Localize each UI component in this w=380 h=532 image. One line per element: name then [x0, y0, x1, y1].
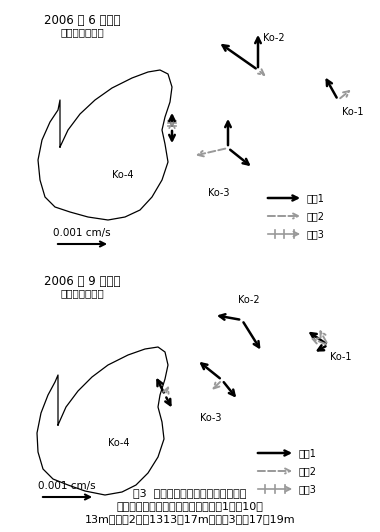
Text: 図3  地下水流向・流速観測値の一例: 図3 地下水流向・流速観測値の一例	[133, 488, 247, 498]
Text: 細層1: 細層1	[299, 448, 317, 458]
Text: 細層2: 細層2	[307, 211, 325, 221]
Text: Ko-1: Ko-1	[342, 107, 364, 117]
Text: Ko-3: Ko-3	[208, 188, 230, 198]
Text: 地下水位最低期: 地下水位最低期	[60, 27, 104, 37]
Text: 地表から各細層までの距離は、細層1：白10～: 地表から各細層までの距離は、細層1：白10～	[117, 501, 263, 511]
Text: Ko-2: Ko-2	[238, 295, 260, 305]
Text: 地下水位上昇期: 地下水位上昇期	[60, 288, 104, 298]
Text: Ko-4: Ko-4	[112, 170, 133, 180]
Text: Ko-4: Ko-4	[108, 438, 130, 448]
Text: Ko-1: Ko-1	[330, 352, 352, 362]
Text: 0.001 cm/s: 0.001 cm/s	[53, 228, 111, 238]
Text: Ko-2: Ko-2	[263, 33, 285, 43]
Text: 2006 年 9 月観測: 2006 年 9 月観測	[44, 275, 120, 288]
Text: 細層3: 細層3	[307, 229, 325, 239]
Text: 細層2: 細層2	[299, 466, 317, 476]
Text: 2006 年 6 月観測: 2006 年 6 月観測	[44, 14, 120, 27]
Text: 細層3: 細層3	[299, 484, 317, 494]
Text: 細層1: 細層1	[307, 193, 325, 203]
Text: Ko-3: Ko-3	[200, 413, 222, 423]
Text: 0.001 cm/s: 0.001 cm/s	[38, 481, 96, 491]
Text: 13m、細層2：癰1313～17m、細層3：癰17～19m: 13m、細層2：癰1313～17m、細層3：癰17～19m	[85, 514, 295, 524]
